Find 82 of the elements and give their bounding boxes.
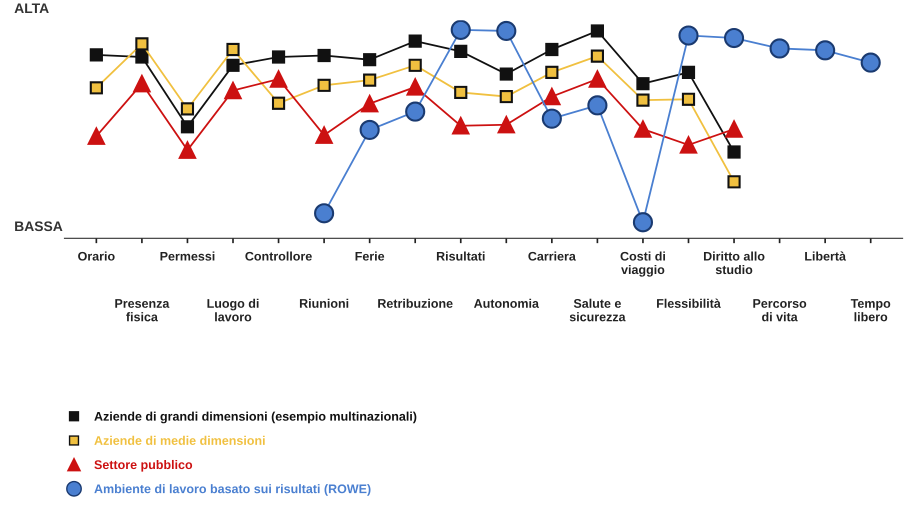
- legend-label: Aziende di grandi dimensioni (esempio multinazionali): [94, 412, 416, 424]
- point: [405, 102, 426, 122]
- x-tick-label: Risultati: [436, 251, 485, 261]
- point: [135, 37, 149, 50]
- point: [588, 70, 606, 88]
- point: [500, 67, 513, 81]
- point: [180, 102, 194, 116]
- text: ALTA: [14, 3, 49, 14]
- x-tick-label: Controllore: [245, 251, 312, 261]
- point: [545, 66, 558, 80]
- point: [632, 212, 654, 232]
- point: [680, 136, 698, 154]
- point: [545, 42, 558, 56]
- x-tick-label: Luogo di lavoro: [207, 298, 258, 322]
- point: [636, 94, 650, 107]
- x-tick-label: Salute e sicurezza: [570, 298, 626, 322]
- point: [454, 44, 468, 58]
- point: [180, 120, 194, 134]
- x-tick-label: Flessibilità: [657, 298, 721, 308]
- point: [272, 50, 286, 64]
- point: [408, 58, 422, 72]
- point: [727, 175, 741, 188]
- x-tick-label: Libertà: [805, 251, 846, 261]
- point: [406, 78, 424, 96]
- x-tick-label: Ferie: [356, 251, 384, 261]
- point: [318, 78, 331, 92]
- point: [724, 28, 744, 48]
- point: [682, 66, 696, 80]
- x-tick-label: Presenza fisica: [115, 299, 170, 322]
- point: [450, 20, 471, 40]
- point: [860, 52, 881, 73]
- point: [135, 50, 149, 64]
- point: [500, 90, 513, 104]
- point: [363, 74, 376, 87]
- point: [543, 88, 561, 106]
- point: [272, 96, 286, 110]
- point: [133, 74, 151, 92]
- point: [727, 145, 741, 159]
- legend-label: Settore pubblico: [94, 460, 192, 472]
- point: [682, 92, 696, 106]
- x-tick-label: Carriera: [528, 251, 576, 261]
- point: [498, 116, 515, 134]
- x-tick-label: Autonomia: [474, 298, 540, 308]
- point: [363, 53, 376, 66]
- point: [314, 203, 334, 224]
- point: [678, 25, 699, 46]
- x-tick-label: Diritto allo studio: [704, 251, 764, 274]
- point: [315, 126, 333, 144]
- point: [634, 120, 652, 138]
- x-tick-label: Retribuzione: [378, 298, 453, 308]
- point: [360, 94, 378, 112]
- x-tick-label: Permessi: [160, 251, 214, 261]
- point: [88, 127, 106, 145]
- point: [226, 42, 240, 56]
- point: [636, 77, 650, 90]
- point: [224, 82, 242, 100]
- point: [90, 81, 103, 94]
- x-tick-label: Riunioni: [300, 298, 348, 308]
- x-tick-label: Percorso di vita: [753, 299, 806, 322]
- point: [725, 120, 743, 138]
- x-tick-label: Costi di viaggio: [620, 251, 665, 277]
- point: [452, 117, 470, 134]
- text: BASSA: [15, 221, 62, 232]
- point: [587, 95, 608, 116]
- point: [496, 20, 516, 42]
- point: [318, 48, 331, 62]
- point: [770, 38, 790, 59]
- x-tick-label: Tempo libero: [850, 299, 890, 322]
- point: [90, 48, 103, 62]
- point: [408, 34, 422, 48]
- legend-label: Ambiente di lavoro basato sui risultati (ROWE): [94, 484, 371, 496]
- point: [542, 108, 562, 129]
- legend-label: Aziende di medie dimensioni: [94, 436, 265, 445]
- point: [454, 86, 468, 100]
- point: [360, 120, 380, 140]
- point: [178, 141, 196, 159]
- point: [590, 24, 604, 38]
- point: [226, 58, 240, 72]
- point: [590, 50, 604, 63]
- point: [270, 70, 288, 88]
- x-tick-label: Orario: [78, 251, 115, 261]
- point: [815, 40, 836, 60]
